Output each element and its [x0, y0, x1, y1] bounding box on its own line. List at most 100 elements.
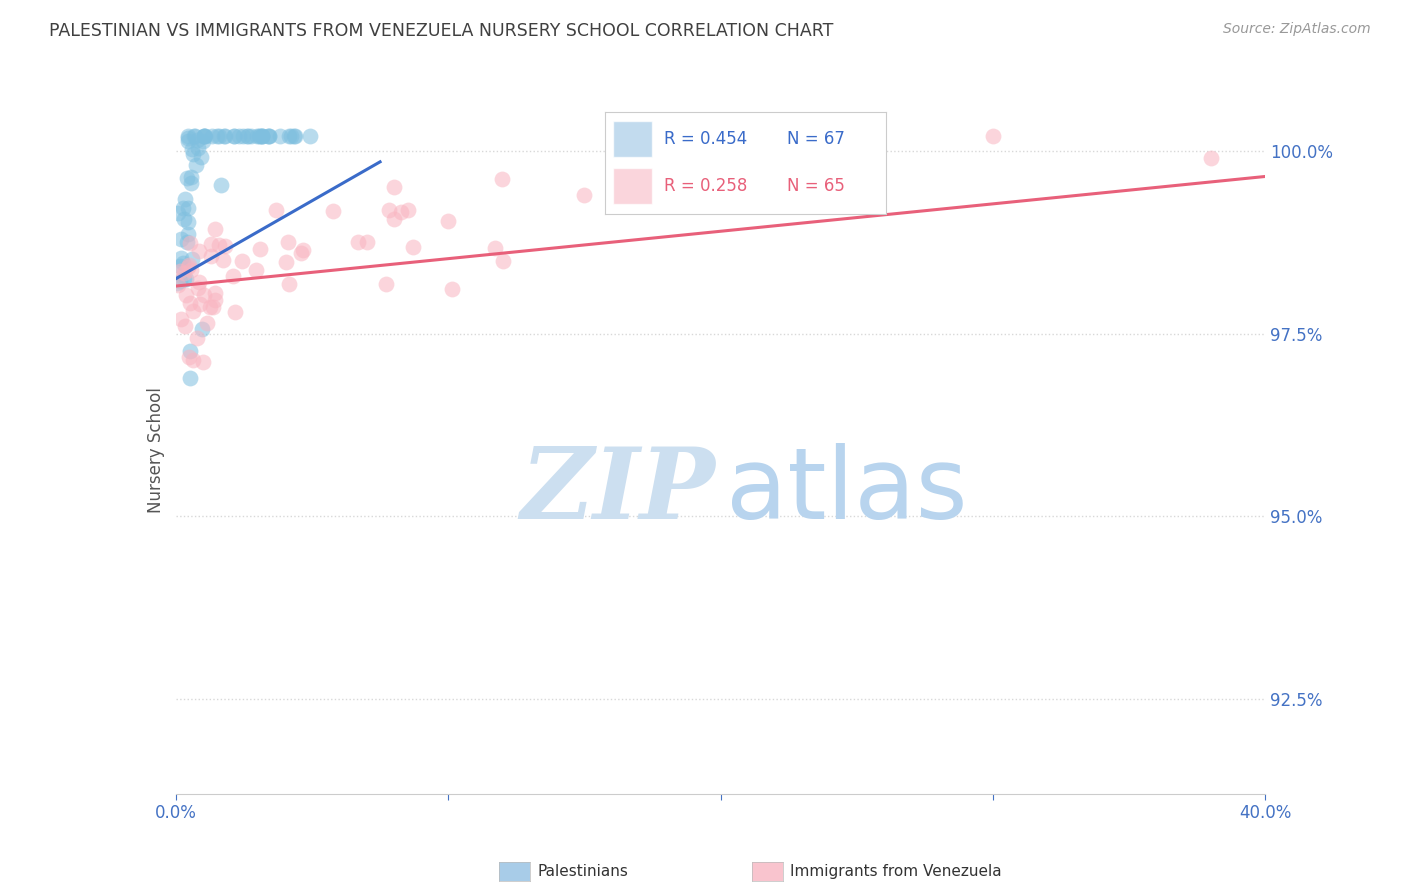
Point	[179, 370, 201, 384]
Point	[256, 129, 278, 144]
Point	[193, 129, 215, 144]
Point	[177, 202, 200, 216]
Point	[170, 232, 193, 246]
Point	[173, 272, 195, 286]
Point	[183, 129, 205, 144]
Point	[179, 344, 201, 359]
Text: Source: ZipAtlas.com: Source: ZipAtlas.com	[1223, 22, 1371, 37]
Point	[235, 129, 257, 144]
Point	[491, 172, 513, 186]
Point	[200, 249, 222, 263]
Point	[250, 129, 273, 144]
Point	[193, 288, 215, 302]
Point	[198, 300, 221, 314]
Point	[170, 311, 193, 326]
Point	[236, 129, 259, 144]
Point	[174, 272, 197, 286]
Point	[710, 154, 733, 169]
Point	[183, 353, 205, 368]
Point	[277, 235, 299, 249]
Point	[763, 163, 786, 178]
Point	[398, 202, 420, 217]
Point	[176, 171, 198, 186]
Point	[204, 221, 226, 235]
Text: ZIP: ZIP	[520, 443, 716, 540]
Point	[201, 129, 224, 144]
Point	[179, 296, 201, 310]
Point	[208, 129, 231, 144]
Point	[981, 129, 1004, 144]
Point	[188, 297, 211, 311]
FancyBboxPatch shape	[613, 120, 652, 157]
Point	[177, 134, 200, 148]
Point	[347, 235, 370, 249]
Point	[299, 129, 322, 144]
Point	[212, 253, 235, 268]
Point	[169, 259, 191, 273]
Point	[177, 215, 200, 229]
Point	[441, 281, 464, 295]
Point	[177, 259, 200, 273]
Text: Palestinians: Palestinians	[537, 864, 628, 879]
Point	[195, 316, 218, 330]
Point	[187, 141, 209, 155]
Point	[209, 178, 232, 193]
FancyBboxPatch shape	[613, 168, 652, 204]
Point	[284, 129, 307, 144]
Point	[167, 277, 190, 292]
Point	[173, 266, 195, 280]
Point	[845, 129, 868, 144]
Text: N = 65: N = 65	[787, 177, 845, 194]
Point	[186, 331, 208, 345]
Point	[375, 277, 398, 291]
Point	[207, 238, 229, 252]
Point	[166, 206, 188, 220]
Point	[264, 202, 287, 217]
Point	[322, 204, 344, 219]
Point	[201, 300, 224, 314]
Point	[204, 285, 226, 300]
Point	[200, 237, 222, 252]
Point	[437, 214, 460, 228]
Point	[356, 235, 378, 249]
Point	[214, 239, 236, 253]
Point	[174, 192, 197, 206]
Point	[655, 148, 678, 162]
Point	[402, 240, 425, 254]
Point	[179, 235, 201, 250]
Point	[183, 129, 205, 144]
Point	[378, 203, 401, 218]
Point	[170, 251, 193, 265]
Point	[250, 129, 273, 144]
Point	[280, 129, 302, 144]
Point	[484, 240, 506, 254]
Point	[186, 133, 208, 147]
Point	[193, 129, 215, 144]
Text: PALESTINIAN VS IMMIGRANTS FROM VENEZUELA NURSERY SCHOOL CORRELATION CHART: PALESTINIAN VS IMMIGRANTS FROM VENEZUELA…	[49, 22, 834, 40]
Point	[190, 322, 212, 336]
Point	[574, 187, 596, 202]
Point	[269, 129, 291, 144]
Point	[222, 129, 245, 144]
Point	[176, 235, 198, 249]
Point	[382, 179, 405, 194]
Point	[188, 275, 211, 289]
Point	[274, 255, 297, 269]
Point	[176, 288, 198, 302]
Point	[290, 246, 312, 260]
Point	[382, 211, 405, 226]
Point	[169, 264, 191, 278]
Point	[1199, 151, 1222, 165]
Point	[187, 281, 209, 295]
Point	[249, 129, 271, 144]
Point	[176, 260, 198, 274]
Point	[177, 131, 200, 145]
Point	[188, 244, 211, 259]
Point	[246, 129, 269, 144]
Point	[174, 318, 197, 333]
Point	[249, 242, 271, 256]
Point	[193, 129, 215, 144]
Point	[492, 254, 515, 268]
Point	[291, 243, 314, 257]
Point	[180, 169, 202, 184]
